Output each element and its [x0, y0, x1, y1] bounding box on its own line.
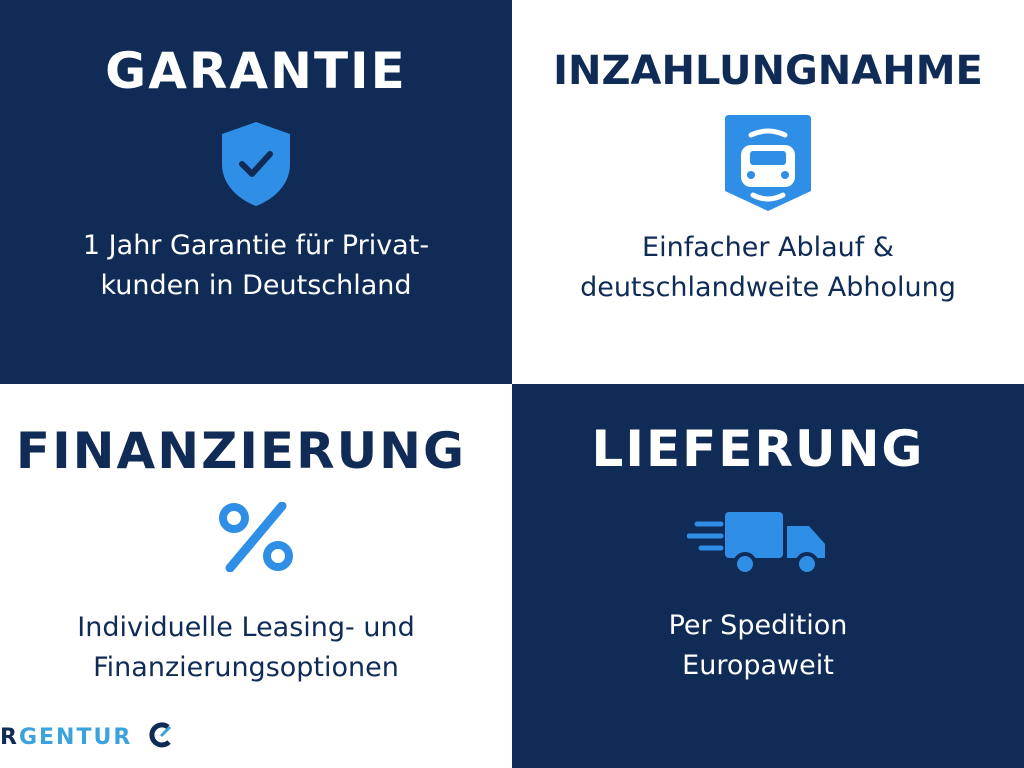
- tile-desc-line: deutschlandweite Abholung: [580, 272, 956, 303]
- tile-desc-line: Finanzierungsoptionen: [93, 652, 399, 683]
- tile-title: FINANZIERUNG: [15, 422, 467, 480]
- tile-title: INZAHLUNGNAHME: [553, 48, 983, 94]
- logo-text-rest: GENTUR: [18, 725, 133, 750]
- delivery-truck-icon: [687, 512, 825, 576]
- car-badge-icon: [725, 115, 811, 211]
- tile-finanzierung: FINANZIERUNG Individuelle Leasing- und F…: [0, 384, 512, 768]
- tile-desc-line: Individuelle Leasing- und: [77, 612, 415, 643]
- tile-title: GARANTIE: [105, 42, 407, 100]
- tile-inzahlungnahme: INZAHLUNGNAHME Einfacher Ablauf & deutsc…: [512, 0, 1024, 384]
- shield-check-icon: [222, 122, 290, 206]
- tile-desc-line: Europaweit: [682, 650, 834, 681]
- logo-text-first: R: [0, 725, 19, 750]
- tile-desc-line: Per Spedition: [668, 610, 848, 641]
- logo-mark-icon: [149, 722, 171, 748]
- tile-desc-line: 1 Jahr Garantie für Privat-: [82, 230, 430, 261]
- tile-desc-line: kunden in Deutschland: [100, 270, 412, 301]
- tile-title: LIEFERUNG: [591, 420, 925, 478]
- tile-lieferung: LIEFERUNG Per Spedition Europaweit: [512, 384, 1024, 768]
- brand-logo: RGENTUR: [0, 722, 174, 750]
- tile-garantie: GARANTIE 1 Jahr Garantie für Privat- kun…: [0, 0, 512, 384]
- percent-icon: [219, 502, 293, 572]
- tile-desc-line: Einfacher Ablauf &: [642, 232, 894, 263]
